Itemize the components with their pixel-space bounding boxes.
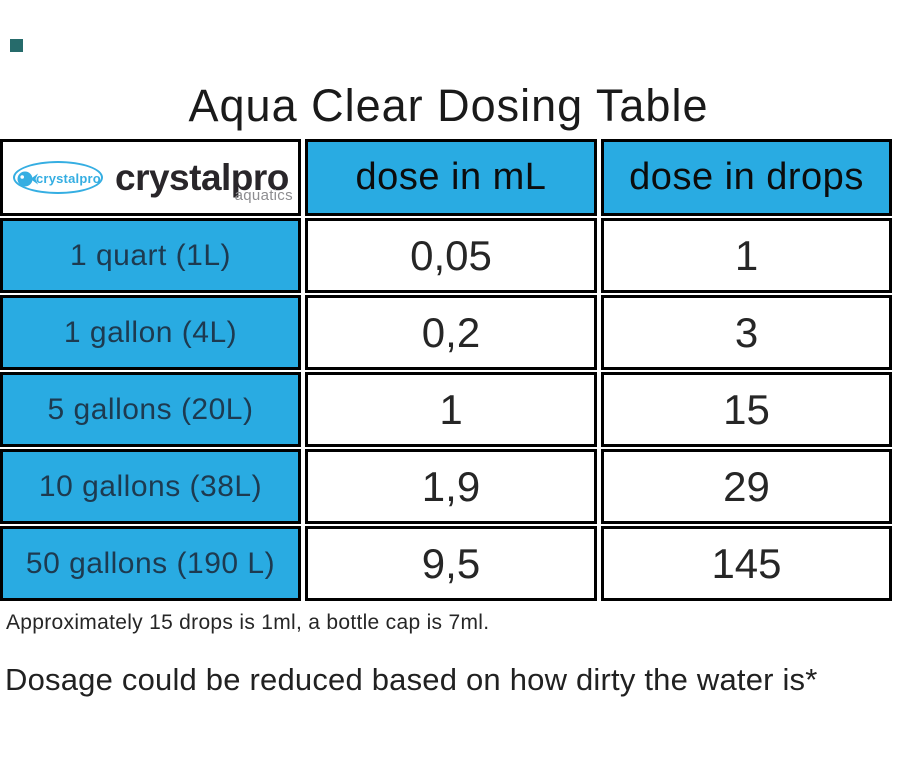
header-dose-drops: dose in drops <box>601 139 892 216</box>
tank-size-cell: 1 quart (1L) <box>0 218 301 293</box>
dosing-table: crystalpro crystalpro aquatics dose in m… <box>0 139 892 601</box>
fish-icon <box>16 168 40 195</box>
dose-ml-cell: 0,2 <box>305 295 597 370</box>
brand-subtitle: aquatics <box>234 187 293 204</box>
tank-size-cell: 5 gallons (20L) <box>0 372 301 447</box>
page-title: Aqua Clear Dosing Table <box>188 80 709 131</box>
dose-drops-cell: 3 <box>601 295 892 370</box>
dose-drops-cell: 145 <box>601 526 892 601</box>
tank-size-cell: 10 gallons (38L) <box>0 449 301 524</box>
dose-ml-cell: 9,5 <box>305 526 597 601</box>
corner-swatch <box>10 39 23 52</box>
brand-wordmark: crystalpro aquatics <box>115 157 298 204</box>
note-approx: Approximately 15 drops is 1ml, a bottle … <box>6 611 490 634</box>
brand-name: crystalpro <box>115 157 289 198</box>
dose-drops-cell: 1 <box>601 218 892 293</box>
crystalpro-badge: crystalpro <box>13 161 103 194</box>
tank-size-cell: 50 gallons (190 L) <box>0 526 301 601</box>
header-dose-ml: dose in mL <box>305 139 597 216</box>
dose-ml-cell: 1 <box>305 372 597 447</box>
badge-text: crystalpro <box>36 171 101 186</box>
dose-drops-cell: 29 <box>601 449 892 524</box>
dose-drops-cell: 15 <box>601 372 892 447</box>
dose-ml-cell: 0,05 <box>305 218 597 293</box>
tank-size-cell: 1 gallon (4L) <box>0 295 301 370</box>
logo-cell: crystalpro crystalpro aquatics <box>0 139 301 216</box>
note-dosage: Dosage could be reduced based on how dir… <box>5 662 818 697</box>
dose-ml-cell: 1,9 <box>305 449 597 524</box>
